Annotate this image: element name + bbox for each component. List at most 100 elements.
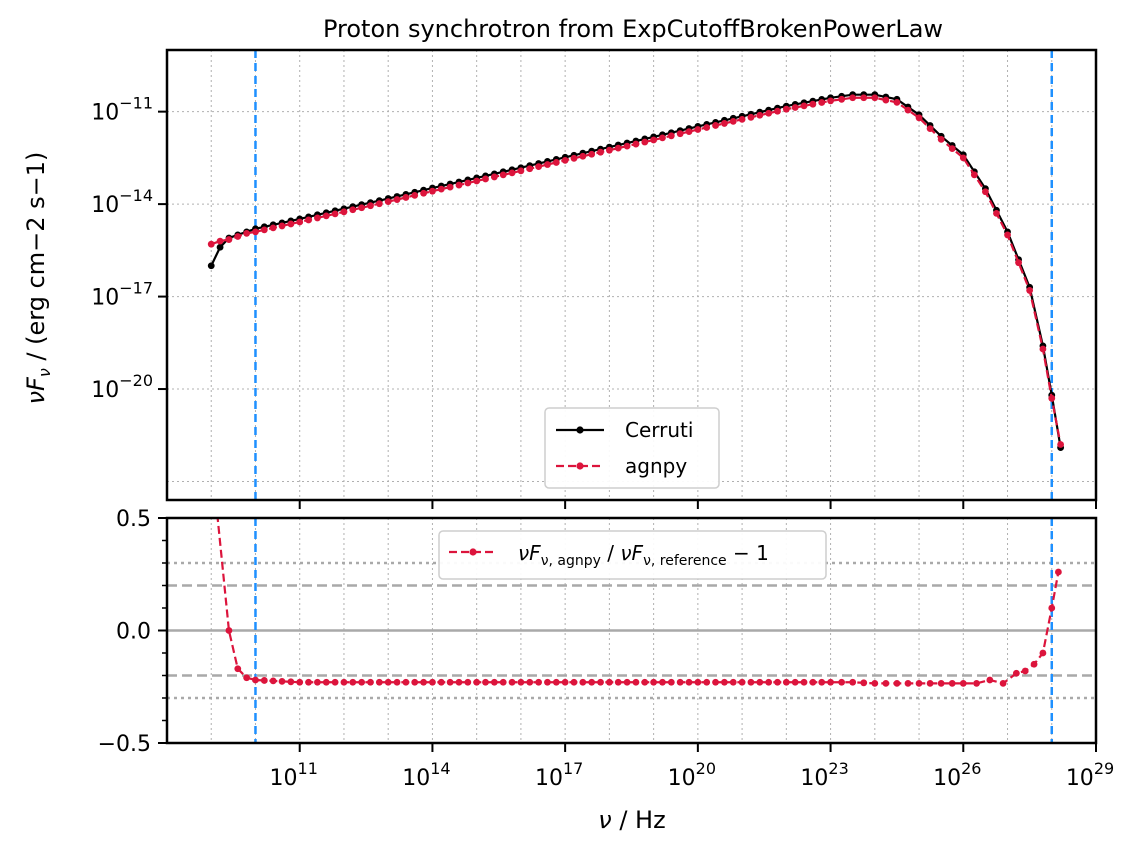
top-y-axis-label: νFν / (erg cm−2 s−1) [22,152,54,405]
ratio-point [393,678,401,686]
top-ytick-label: 10−20 [91,371,153,403]
series-point-agnpy [340,208,348,216]
legend-label-agnpy: agnpy [625,454,687,478]
series-point-agnpy [535,163,542,171]
series-point-agnpy [278,222,286,230]
series-point-agnpy [490,173,498,181]
series-point-agnpy [632,140,640,148]
ratio-point [464,678,472,686]
ratio-point [659,678,666,686]
ylabel-sub: ν [35,368,54,377]
series-point-agnpy [774,107,781,115]
ratio-point [915,679,923,687]
ratio-point [305,678,312,686]
ratio-point [614,678,622,686]
top-legend: Cerruti agnpy [544,407,720,489]
series-point-agnpy [517,167,525,175]
series-point-agnpy [384,198,392,206]
series-point-agnpy [605,146,613,154]
ratio-point [570,678,578,686]
series-point-agnpy [464,179,472,187]
series-point-agnpy [597,148,604,156]
ratio-point [552,678,560,686]
series-point-agnpy [269,224,277,232]
ratio-point [818,678,826,686]
ratio-point [322,678,330,686]
series-point-agnpy [287,220,295,228]
series-point-agnpy [703,124,711,131]
series-point-agnpy [614,144,622,152]
ratio-point [1021,667,1029,675]
ratio-point [411,678,419,686]
series-point-agnpy [948,145,956,153]
series-point-agnpy [1026,287,1034,294]
chart-title: Proton synchrotron from ExpCutoffBrokenP… [323,15,943,43]
series-point-agnpy [296,218,304,226]
top-panel: 10−11 10−14 10−17 10−20 Cerruti agnpy [91,48,1098,509]
series-point-agnpy [871,94,879,102]
series-point-cerruti [207,262,215,270]
series-point-agnpy [926,125,934,132]
ratio-point [437,678,445,686]
series-point-agnpy [482,175,489,183]
ratio-point [482,678,489,686]
ratio-point [526,678,534,686]
series-point-agnpy [667,132,675,140]
legend-label-ratio: νFν, agnpy / νFν, reference − 1 [518,541,769,569]
ratio-point [765,678,773,686]
legend-marker-ratio [469,548,477,556]
ratio-point [676,678,684,686]
series-point-agnpy [402,194,410,201]
ratio-point [937,679,945,687]
ratio-point [225,627,233,634]
series-point-agnpy [216,237,224,245]
series-point-agnpy [937,135,945,143]
ratio-point [490,678,498,686]
series-point-agnpy [420,189,427,197]
series-point-agnpy [1039,345,1047,353]
series-point-agnpy [694,126,702,133]
bottom-legend: νFν, agnpy / νFν, reference − 1 [438,530,827,580]
series-point-agnpy [579,152,587,160]
series-point-agnpy [623,142,631,150]
ratio-point [685,678,693,686]
series-point-agnpy [375,200,383,208]
xlabel-main: ν [598,806,611,834]
series-point-agnpy [800,102,808,110]
series-point-agnpy [570,154,578,162]
ratio-point [367,678,374,686]
series-point-agnpy [234,233,242,240]
ratio-point [243,674,251,682]
series-point-agnpy [260,226,268,234]
series-point-agnpy [756,111,764,119]
ratio-point [287,678,295,686]
ratio-point [694,678,702,686]
legend-marker-agnpy [576,462,584,470]
series-point-agnpy [659,134,666,142]
ratio-point [588,678,596,686]
ratio-point [1012,669,1020,677]
bottom-x-axis-label: ν / Hz [598,806,665,834]
series-point-agnpy [349,206,357,214]
bottom-xtick-label: 1011 [270,759,318,791]
bottom-xtick-label: 1023 [800,759,848,791]
ratio-point [632,678,640,686]
series-point-agnpy [499,171,507,179]
ratio-point [349,678,357,686]
xlabel-unit: Hz [635,806,666,834]
series-point-agnpy [1015,259,1022,267]
legend-label-cerruti: Cerruti [625,418,693,442]
ratio-point [809,678,817,686]
ratio-point [561,678,569,686]
series-point-agnpy [358,204,366,212]
series-point-agnpy [367,202,374,210]
ratio-point [420,678,427,686]
series-point-agnpy [827,97,834,105]
ratio-point [446,678,454,686]
legend-box [438,530,827,580]
series-point-agnpy [809,100,817,108]
series-point-agnpy [322,212,330,220]
ratio-point [738,678,746,686]
ratio-point [1030,660,1038,668]
series-point-agnpy [305,216,312,224]
